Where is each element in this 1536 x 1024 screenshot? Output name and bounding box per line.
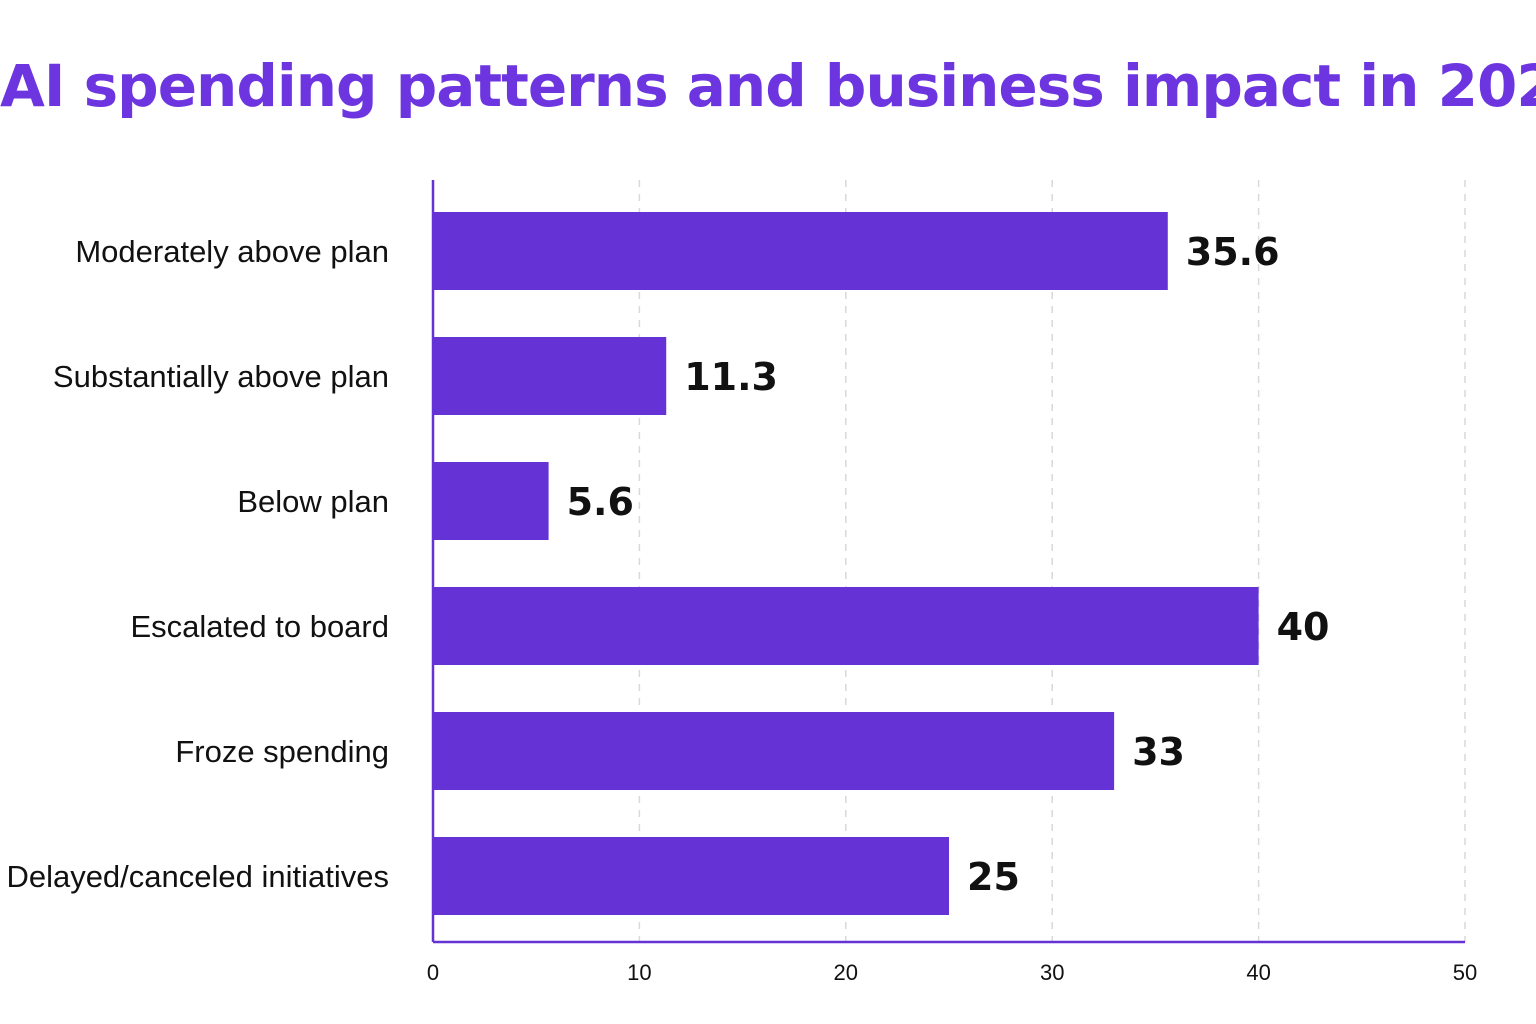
bar-1 bbox=[433, 337, 667, 415]
category-label-5: Delayed/canceled initiatives bbox=[6, 859, 389, 894]
category-label-4: Froze spending bbox=[175, 734, 389, 769]
value-label-4: 33 bbox=[1132, 730, 1185, 774]
labels: Moderately above plan 35.6 Substantially a… bbox=[6, 230, 1477, 985]
bar-0 bbox=[433, 212, 1168, 290]
x-tick-label-40: 40 bbox=[1246, 960, 1270, 985]
value-label-1: 11.3 bbox=[684, 355, 778, 399]
value-label-2: 5.6 bbox=[567, 480, 634, 524]
value-label-0: 35.6 bbox=[1186, 230, 1280, 274]
x-tick-label-20: 20 bbox=[834, 960, 858, 985]
x-tick-label-0: 0 bbox=[427, 960, 439, 985]
bar-3 bbox=[433, 587, 1259, 665]
bar-2 bbox=[433, 462, 549, 540]
bar-5 bbox=[433, 837, 949, 915]
value-label-5: 25 bbox=[967, 855, 1020, 899]
x-tick-label-10: 10 bbox=[627, 960, 651, 985]
category-label-0: Moderately above plan bbox=[75, 234, 389, 269]
category-label-3: Escalated to board bbox=[130, 609, 389, 644]
bars bbox=[433, 212, 1259, 915]
category-label-1: Substantially above plan bbox=[53, 359, 389, 394]
chart-title: AI spending patterns and business impact… bbox=[0, 52, 1536, 120]
axes bbox=[431, 180, 1465, 944]
x-tick-label-30: 30 bbox=[1040, 960, 1064, 985]
value-label-3: 40 bbox=[1277, 605, 1330, 649]
grid-lines bbox=[638, 180, 1466, 942]
bar-4 bbox=[433, 712, 1115, 790]
x-tick-label-50: 50 bbox=[1453, 960, 1477, 985]
category-label-2: Below plan bbox=[237, 484, 389, 519]
